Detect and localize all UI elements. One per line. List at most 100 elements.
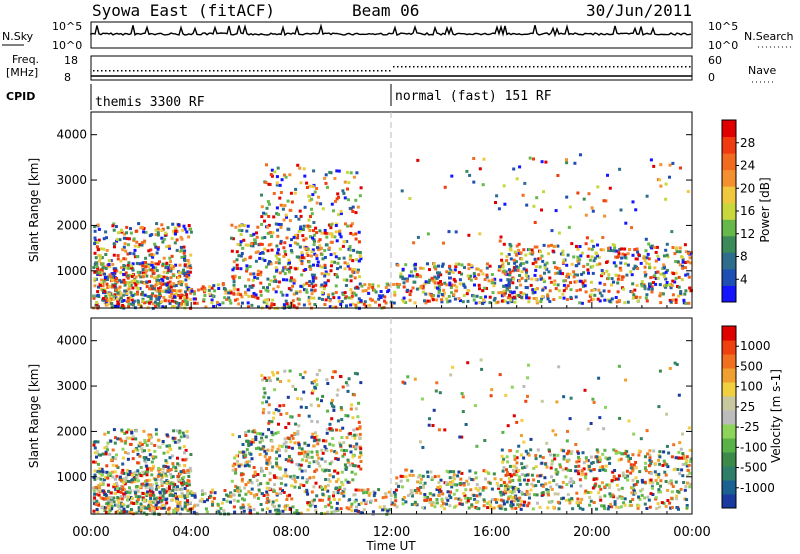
echo-cell: [205, 510, 209, 514]
echo-cell: [515, 177, 519, 181]
echo-cell: [185, 230, 189, 234]
echo-cell: [328, 299, 332, 303]
echo-cell: [256, 273, 260, 276]
echo-cell: [587, 247, 591, 251]
echo-cell: [132, 252, 136, 256]
echo-cell: [99, 496, 103, 500]
echo-cell: [93, 502, 96, 506]
echo-cell: [327, 495, 331, 499]
echo-cell: [597, 255, 601, 259]
echo-cell: [155, 269, 159, 273]
echo-cell: [436, 486, 440, 489]
echo-cell: [285, 302, 289, 306]
echo-cell: [101, 284, 105, 288]
echo-cell: [637, 449, 641, 453]
echo-cell: [239, 240, 243, 244]
echo-cell: [298, 486, 301, 490]
echo-cell: [133, 279, 137, 283]
echo-cell: [546, 490, 550, 494]
echo-cell: [328, 170, 332, 174]
y-tick-label: 3000: [56, 173, 87, 187]
echo-cell: [330, 232, 334, 236]
echo-cell: [192, 290, 196, 294]
echo-cell: [235, 263, 239, 267]
echo-cell: [236, 297, 239, 301]
echo-cell: [122, 280, 126, 284]
echo-cell: [284, 458, 288, 462]
echo-cell: [656, 502, 660, 505]
echo-cell: [452, 470, 456, 474]
echo-cell: [104, 267, 108, 270]
echo-cell: [122, 477, 126, 481]
echo-cell: [530, 482, 534, 486]
echo-cell: [263, 455, 267, 459]
echo-cell: [631, 498, 635, 501]
echo-cell: [274, 280, 278, 283]
echo-cell: [291, 505, 295, 509]
echo-cell: [445, 270, 449, 274]
noise-tick-bottom-left: 10^0: [52, 39, 82, 52]
echo-cell: [242, 509, 246, 513]
echo-cell: [168, 456, 172, 460]
echo-cell: [465, 479, 469, 483]
echo-cell: [113, 441, 117, 445]
echo-cell: [342, 191, 346, 195]
echo-cell: [679, 487, 683, 491]
echo-cell: [101, 480, 105, 484]
freq-point: [605, 66, 607, 68]
echo-cell: [620, 496, 624, 500]
echo-cell: [297, 441, 301, 445]
echo-cell: [572, 270, 576, 274]
echo-cell: [252, 272, 256, 276]
echo-cell: [643, 265, 647, 269]
echo-cell: [274, 508, 278, 512]
echo-cell: [170, 476, 173, 480]
echo-cell: [189, 230, 193, 234]
echo-cell: [562, 261, 565, 265]
echo-cell: [181, 299, 185, 303]
echo-cell: [343, 261, 347, 265]
echo-cell: [676, 468, 680, 471]
echo-cell: [679, 447, 683, 451]
echo-cell: [307, 465, 311, 468]
freq-point: [617, 66, 619, 68]
freq-point: [593, 66, 595, 68]
echo-cell: [503, 202, 507, 206]
echo-cell: [236, 459, 239, 463]
echo-cell: [343, 487, 347, 491]
echo-cell: [150, 268, 153, 272]
echo-cell: [658, 450, 662, 454]
echo-cell: [501, 469, 505, 473]
echo-cell: [402, 281, 406, 285]
echo-cell: [654, 277, 658, 280]
echo-cell: [235, 258, 239, 262]
echo-cell: [512, 414, 516, 418]
echo-cell: [555, 400, 559, 404]
y-tick-label: 1000: [56, 264, 87, 278]
echo-cell: [330, 202, 334, 206]
echo-cell: [326, 510, 330, 514]
echo-cell: [510, 491, 514, 495]
echo-cell: [297, 443, 301, 447]
echo-cell: [245, 269, 249, 273]
echo-cell: [503, 484, 507, 488]
echo-cell: [158, 260, 161, 264]
echo-cell: [361, 289, 365, 293]
echo-cell: [243, 451, 247, 455]
echo-cell: [288, 369, 292, 373]
echo-cell: [454, 262, 458, 266]
echo-cell: [431, 476, 434, 480]
echo-cell: [473, 497, 477, 501]
colorbar-tick-label: 12: [740, 227, 755, 241]
freq-point: [297, 70, 299, 72]
echo-cell: [411, 286, 415, 290]
freq-point: [589, 66, 591, 68]
echo-cell: [599, 498, 603, 502]
echo-cell: [106, 441, 110, 445]
echo-cell: [247, 305, 250, 309]
echo-cell: [631, 453, 635, 457]
echo-cell: [348, 256, 352, 260]
echo-cell: [684, 301, 688, 305]
echo-cell: [410, 469, 414, 473]
y-tick-label: 1000: [56, 470, 87, 484]
